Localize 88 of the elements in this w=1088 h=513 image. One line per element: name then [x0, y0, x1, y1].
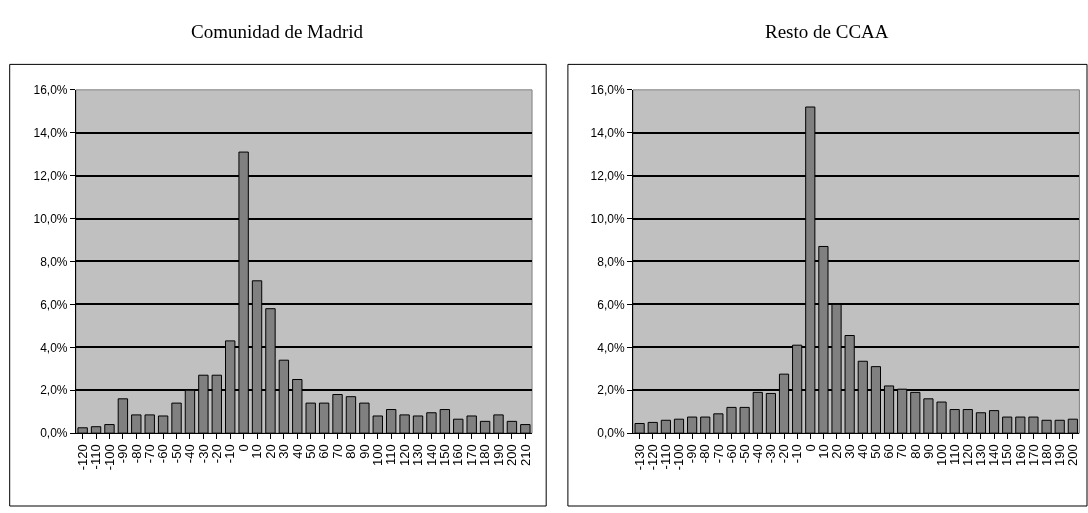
x-tick-label: -50	[736, 444, 752, 464]
x-tick-label: 80	[343, 444, 359, 459]
y-tick-label: 16,0%	[33, 83, 68, 98]
x-tick-label: 50	[302, 444, 318, 459]
x-tick-label: 120	[396, 444, 412, 467]
x-tick-label: 30	[841, 444, 857, 459]
y-tick-label: 4,0%	[597, 340, 625, 355]
y-tick-label: 10,0%	[33, 211, 68, 226]
x-tick-label: 20	[828, 444, 844, 459]
x-tick-label: 0	[235, 444, 251, 452]
y-tick-label: 0,0%	[40, 426, 68, 441]
y-tick-label: 14,0%	[33, 125, 68, 140]
y-tick-label: 2,0%	[597, 383, 625, 398]
x-tick-label: -80	[128, 444, 144, 464]
x-tick-label: -60	[155, 444, 171, 464]
y-tick-label: 2,0%	[40, 383, 68, 398]
x-tick-label: 100	[370, 444, 385, 467]
x-tick-label: 200	[1065, 444, 1081, 467]
x-tick-label: 160	[450, 444, 466, 467]
x-tick-label: 60	[881, 444, 897, 459]
x-tick-label: 10	[249, 444, 265, 459]
x-tick-label: 150	[999, 444, 1015, 467]
x-tick-label: 110	[946, 444, 962, 466]
x-tick-label: 160	[1012, 444, 1028, 467]
x-tick-label: 40	[855, 444, 871, 459]
x-tick-label: 100	[933, 444, 949, 467]
x-tick-label: -40	[749, 444, 765, 464]
x-tick-label: 70	[329, 444, 345, 459]
y-tick-label: 8,0%	[40, 254, 68, 269]
x-tick-label: -70	[710, 444, 726, 464]
x-tick-label: 110	[383, 444, 399, 466]
y-tick-label: 6,0%	[597, 297, 625, 312]
x-tick-label: 90	[920, 444, 936, 459]
x-tick-label: -130	[631, 444, 647, 471]
x-tick-label: -60	[723, 444, 739, 464]
y-tick-label: 8,0%	[597, 254, 625, 269]
x-tick-label: 140	[423, 444, 439, 467]
x-tick-label: 150	[437, 444, 453, 467]
x-tick-label: 10	[815, 444, 831, 459]
chart-title: Comunidad de Madrid	[191, 21, 364, 42]
x-tick-label: 130	[973, 444, 989, 467]
x-tick-label: -30	[195, 444, 211, 464]
x-tick-label: 90	[356, 444, 372, 459]
x-tick-label: -20	[776, 444, 792, 464]
y-tick-label: 14,0%	[590, 125, 625, 140]
x-tick-label: 70	[894, 444, 910, 459]
x-tick-label: 170	[1025, 444, 1041, 467]
x-tick-label: -100	[101, 444, 117, 471]
x-tick-label: 180	[1038, 444, 1054, 467]
x-tick-label: -10	[222, 444, 238, 464]
y-tick-label: 6,0%	[40, 297, 68, 312]
x-tick-label: 180	[477, 444, 493, 467]
x-tick-label: -10	[789, 444, 805, 464]
x-tick-label: -40	[182, 444, 198, 464]
y-tick-label: 4,0%	[40, 340, 68, 355]
x-tick-label: 60	[316, 444, 332, 459]
y-tick-label: 16,0%	[590, 83, 625, 98]
x-tick-label: -100	[671, 444, 687, 471]
x-tick-label: 200	[504, 444, 520, 467]
x-tick-label: 0	[802, 444, 818, 452]
x-tick-label: -90	[115, 444, 131, 464]
x-tick-label: 190	[1051, 444, 1067, 467]
x-tick-label: 30	[276, 444, 292, 459]
x-tick-label: 80	[907, 444, 923, 459]
y-tick-label: 12,0%	[590, 168, 625, 183]
x-tick-label: -110	[88, 444, 104, 470]
y-tick-label: 0,0%	[597, 426, 625, 441]
x-tick-label: -30	[763, 444, 779, 464]
x-tick-label: 20	[262, 444, 278, 459]
x-tick-label: 50	[868, 444, 884, 459]
x-tick-label: -120	[74, 444, 90, 471]
x-tick-label: 120	[960, 444, 976, 467]
y-tick-label: 10,0%	[590, 211, 625, 226]
x-tick-label: 140	[986, 444, 1002, 467]
x-tick-label: -110	[658, 444, 674, 470]
x-tick-label: -20	[209, 444, 225, 464]
x-tick-label: 130	[410, 444, 426, 467]
x-tick-label: 170	[463, 444, 479, 467]
x-tick-label: -50	[168, 444, 184, 464]
x-tick-label: -80	[697, 444, 713, 464]
x-tick-label: -90	[684, 444, 700, 464]
y-tick-label: 12,0%	[33, 168, 68, 183]
x-tick-label: -70	[141, 444, 157, 464]
x-tick-label: 210	[517, 444, 533, 467]
x-tick-label: -120	[644, 444, 660, 471]
x-tick-label: 40	[289, 444, 305, 459]
chart-title: Resto de CCAA	[765, 21, 889, 42]
x-tick-label: 190	[490, 444, 506, 467]
